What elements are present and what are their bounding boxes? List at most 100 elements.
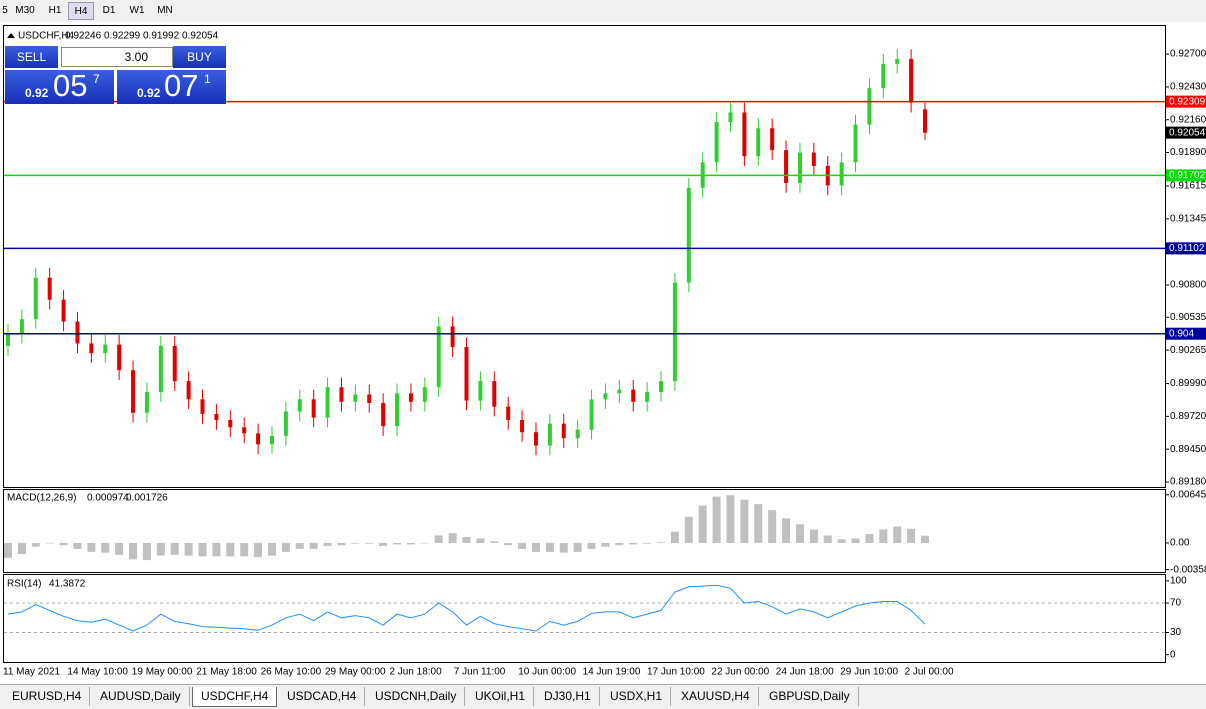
macd-bar bbox=[295, 542, 304, 549]
y-tick-label: 0.89450 bbox=[1170, 444, 1206, 455]
candle-body bbox=[923, 109, 927, 133]
candle-body bbox=[853, 124, 858, 163]
macd-bar bbox=[115, 542, 124, 555]
y-tick-label: 0.91890 bbox=[1170, 147, 1206, 158]
ask-big: 0.92 bbox=[137, 86, 161, 100]
macd-bar bbox=[170, 542, 179, 555]
timeframe-button[interactable]: H4 bbox=[68, 2, 94, 20]
x-tick-label: 24 Jun 18:00 bbox=[776, 667, 834, 678]
price-label-box bbox=[1166, 169, 1206, 182]
timeframe-button[interactable]: W1 bbox=[129, 5, 145, 16]
y-tick-label: 0 bbox=[1170, 649, 1176, 660]
lot-input[interactable]: 3.00 bbox=[61, 47, 173, 67]
x-tick-label: 2 Jul 00:00 bbox=[905, 667, 954, 678]
macd-frame bbox=[3, 489, 1166, 573]
macd-bar bbox=[476, 538, 485, 543]
macd-bar bbox=[531, 542, 540, 552]
macd-bar bbox=[462, 536, 471, 543]
y-tick-label: 0.92160 bbox=[1170, 114, 1206, 125]
macd-bar bbox=[434, 535, 443, 543]
macd-bar bbox=[406, 542, 415, 545]
macd-bar bbox=[643, 542, 652, 544]
macd-bar bbox=[865, 533, 874, 543]
bid-big: 0.92 bbox=[25, 86, 49, 100]
y-tick-label: -0.00358 bbox=[1170, 564, 1206, 575]
macd-bar bbox=[393, 542, 402, 545]
timeframe-button[interactable]: H1 bbox=[48, 5, 62, 16]
macd-bar bbox=[156, 542, 165, 556]
chart-tab[interactable]: USDCHF,H4 bbox=[192, 687, 278, 707]
candle-body bbox=[811, 152, 816, 166]
candle-body bbox=[117, 344, 122, 371]
candle-body bbox=[436, 326, 441, 388]
rsi-title: RSI(14) bbox=[7, 579, 41, 590]
macd-bar bbox=[4, 542, 12, 558]
price-label-box bbox=[1166, 327, 1206, 340]
candle-body bbox=[603, 393, 608, 400]
chart-tab[interactable]: USDX,H1 bbox=[602, 687, 672, 706]
candle-body bbox=[61, 299, 66, 322]
timeframe-button[interactable]: 5 bbox=[2, 5, 8, 16]
macd-signal: 0.001726 bbox=[126, 493, 168, 504]
candle-body bbox=[256, 433, 261, 445]
macd-bar bbox=[31, 542, 40, 547]
macd-bar bbox=[267, 542, 276, 556]
chart-tab[interactable]: AUDUSD,Daily bbox=[92, 687, 190, 706]
x-tick-label: 10 Jun 00:00 bbox=[518, 667, 576, 678]
chart-tab[interactable]: GBPUSD,Daily bbox=[761, 687, 859, 706]
candle-body bbox=[589, 399, 594, 430]
candle-body bbox=[478, 381, 483, 401]
macd-bar bbox=[754, 504, 763, 543]
candle-body bbox=[367, 394, 372, 403]
candle-body bbox=[311, 399, 316, 418]
rsi-value: 41.3872 bbox=[49, 579, 86, 590]
chart-tab[interactable]: USDCAD,H4 bbox=[279, 687, 366, 706]
chart-tab[interactable]: UKOil,H1 bbox=[467, 687, 535, 706]
ask-box[interactable]: 0.92 07 1 bbox=[117, 68, 226, 104]
chart-title: USDCHF,H4 bbox=[18, 31, 75, 42]
candle-body bbox=[228, 420, 233, 428]
candle-body bbox=[47, 277, 52, 300]
chart-tab[interactable]: XAUUSD,H4 bbox=[673, 687, 759, 706]
timeframe-button[interactable]: D1 bbox=[102, 5, 116, 16]
chart-tab[interactable]: USDCNH,Daily bbox=[367, 687, 466, 706]
rsi-line bbox=[7, 584, 926, 632]
candle-body bbox=[770, 128, 775, 151]
y-tick-label: 0.91345 bbox=[1170, 213, 1206, 224]
x-tick-label: 21 May 18:00 bbox=[196, 667, 257, 678]
close-value: 0.92054 bbox=[182, 31, 219, 42]
chart-tab[interactable]: DJ30,H1 bbox=[536, 687, 600, 706]
chart-tab[interactable]: EURUSD,H4 bbox=[4, 687, 91, 706]
timeframe-button[interactable]: M30 bbox=[15, 5, 35, 16]
macd-bar bbox=[601, 542, 610, 547]
macd-bar bbox=[795, 524, 804, 543]
candle-body bbox=[131, 370, 136, 413]
sell-button[interactable]: SELL bbox=[5, 46, 58, 68]
timeframe-button[interactable]: MN bbox=[157, 5, 173, 16]
macd-bar bbox=[309, 542, 318, 549]
candle-body bbox=[492, 381, 497, 407]
open-value: 0.92246 bbox=[65, 31, 102, 42]
candle-body bbox=[422, 387, 427, 402]
macd-bar bbox=[184, 542, 193, 556]
buy-button[interactable]: BUY bbox=[173, 46, 226, 68]
y-tick-label: 100 bbox=[1170, 576, 1187, 587]
price-label-box bbox=[1166, 242, 1206, 255]
bid-box[interactable]: 0.92 05 7 bbox=[5, 68, 114, 104]
main-frame bbox=[3, 25, 1166, 488]
collapse-icon bbox=[7, 33, 15, 38]
candle-body bbox=[520, 420, 525, 433]
macd-bar bbox=[504, 542, 513, 546]
macd-bar bbox=[851, 538, 860, 543]
candle-body bbox=[547, 423, 552, 446]
y-tick-label: 0.89720 bbox=[1170, 411, 1206, 422]
candle-body bbox=[797, 152, 802, 183]
x-tick-label: 29 May 00:00 bbox=[325, 667, 386, 678]
candle-body bbox=[144, 392, 149, 413]
candle-body bbox=[672, 282, 677, 382]
macd-bar bbox=[893, 526, 902, 543]
candle-body bbox=[686, 187, 691, 283]
low-value: 0.91992 bbox=[143, 31, 180, 42]
y-tick-label: 0.90800 bbox=[1170, 280, 1206, 291]
